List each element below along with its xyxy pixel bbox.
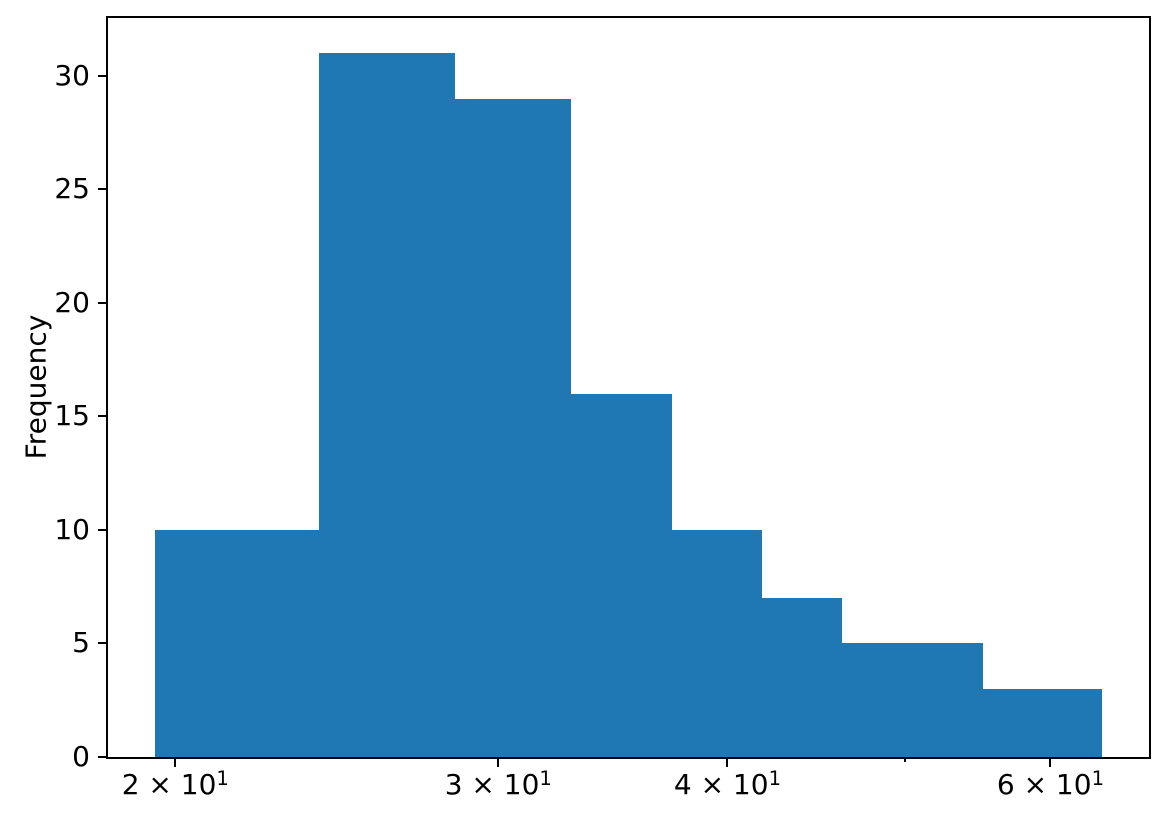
y-tick-label: 30 [54, 58, 90, 92]
x-tick-label: 4 × 101 [673, 767, 782, 801]
y-tick [98, 74, 108, 77]
y-tick [98, 188, 108, 191]
plot-area [106, 16, 1151, 759]
histogram-bar [318, 53, 455, 757]
histogram-bar [454, 98, 571, 757]
y-tick-label: 20 [54, 285, 90, 319]
histogram-bar [570, 393, 672, 757]
histogram-bar [982, 688, 1102, 757]
x-tick [726, 757, 729, 767]
histogram-bar [761, 598, 843, 757]
y-tick-label: 5 [72, 626, 90, 660]
y-tick [98, 642, 108, 645]
x-tick [174, 757, 177, 767]
y-tick-label: 15 [54, 399, 90, 433]
y-tick [98, 756, 108, 758]
x-minor-tick [904, 757, 907, 762]
x-tick-label: 3 × 101 [444, 767, 552, 801]
y-tick [98, 415, 108, 418]
x-tick [497, 757, 500, 767]
y-tick-label: 25 [54, 172, 90, 206]
y-tick-label: 0 [72, 740, 90, 773]
x-tick [1049, 757, 1052, 767]
x-tick-label: 2 × 101 [121, 767, 229, 801]
histogram-bar [155, 529, 319, 757]
histogram-bar [842, 643, 983, 757]
x-tick-label: 6 × 101 [996, 767, 1105, 801]
y-tick [98, 301, 108, 304]
histogram-bar [671, 529, 762, 757]
y-tick [98, 528, 108, 531]
y-tick-label: 10 [54, 512, 90, 546]
y-axis-label: Frequency [19, 314, 53, 460]
